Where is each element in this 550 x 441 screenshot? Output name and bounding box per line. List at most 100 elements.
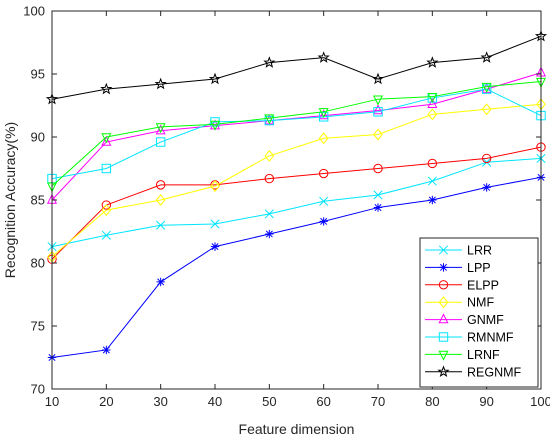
data-point-lrr [156, 220, 166, 230]
legend-marker-lpp [439, 263, 448, 272]
y-tick-label: 95 [31, 67, 45, 82]
legend-marker-rmnmf [438, 332, 449, 342]
data-point-nmf [264, 149, 275, 162]
data-point-regnmf [480, 51, 493, 63]
data-point-lpp [210, 242, 220, 251]
x-tick-label: 30 [153, 394, 167, 409]
data-point-nmf [373, 128, 383, 141]
data-point-lrr [319, 196, 329, 206]
data-point-elpp [373, 163, 383, 174]
series-layer [45, 29, 548, 362]
y-tick-label: 75 [31, 319, 45, 334]
data-point-lrnf [155, 123, 166, 134]
data-point-lpp [156, 277, 165, 287]
data-point-lrr [264, 209, 274, 219]
series-line-lrr [51, 157, 542, 248]
data-point-lpp [373, 203, 383, 212]
x-tick-label: 80 [425, 394, 439, 409]
legend-marker-nmf [438, 296, 449, 309]
data-point-lrnf [264, 114, 275, 125]
legend-marker-lrr [438, 245, 449, 255]
data-point-lrnf [318, 108, 329, 119]
data-point-lpp [265, 229, 274, 239]
axes-box [51, 10, 542, 390]
data-point-elpp [155, 180, 166, 190]
data-point-elpp [427, 158, 438, 169]
data-point-lrnf [209, 120, 221, 131]
data-point-lrnf [427, 92, 438, 103]
x-tick-label: 70 [371, 394, 385, 409]
data-point-regnmf [100, 82, 113, 95]
legend-marker-elpp [438, 280, 449, 290]
x-tick-label: 40 [208, 394, 222, 409]
data-point-rmnmf [264, 115, 275, 126]
series-line-gnmf [51, 72, 542, 201]
legend-box [419, 237, 539, 388]
x-tick-label: 100 [530, 394, 550, 409]
data-point-gnmf [101, 135, 112, 146]
y-tick-label: 90 [31, 130, 45, 145]
data-point-lrnf [372, 95, 384, 106]
legend-label-gnmf: GNMF [467, 313, 504, 327]
y-axis-label: Recognition Accuracy(%) [2, 122, 18, 278]
data-point-regnmf [426, 56, 439, 68]
series-line-rmnmf [51, 88, 542, 180]
data-point-lpp [482, 183, 491, 192]
data-point-nmf [210, 180, 220, 193]
data-point-gnmf [318, 109, 329, 120]
series-lrr [47, 153, 546, 252]
data-point-elpp [264, 173, 275, 184]
legend-label-regnmf: REGNMF [467, 365, 522, 379]
data-point-lrnf [481, 82, 492, 93]
x-tick-label: 90 [479, 394, 493, 409]
series-line-regnmf [51, 35, 542, 100]
data-point-elpp [318, 168, 329, 179]
data-point-regnmf [154, 77, 167, 90]
data-point-regnmf [317, 51, 330, 63]
legend-label-nmf: NMF [467, 296, 494, 310]
axes: 10 20 30 40 50 60 70 80 90 100 70 75 80 85 90 95 100 [23, 4, 550, 410]
data-point-lrr [210, 219, 220, 229]
data-point-nmf [318, 132, 329, 145]
series-elpp [47, 142, 546, 264]
data-point-gnmf [155, 124, 166, 135]
x-tick-label: 60 [316, 394, 330, 409]
data-point-lrnf [101, 133, 112, 144]
y-tick-label: 85 [31, 193, 45, 208]
data-point-rmnmf [318, 112, 329, 122]
data-point-nmf [481, 103, 492, 116]
y-tick-label: 80 [31, 256, 45, 271]
data-point-lrr [373, 190, 383, 200]
legend-label-lrr: LRR [467, 244, 492, 258]
data-point-nmf [427, 108, 438, 121]
data-point-regnmf [208, 72, 222, 85]
data-point-nmf [101, 204, 112, 217]
series-line-lrnf [51, 81, 542, 187]
legend: LRR LPP ELPP NMF GNMF RMNMF LRNF REGNMF [419, 237, 539, 388]
data-point-gnmf [427, 97, 438, 108]
data-point-rmnmf [481, 84, 492, 94]
data-point-regnmf [371, 72, 385, 85]
data-point-gnmf [372, 104, 384, 115]
legend-label-lrnf: LRNF [467, 348, 500, 362]
legend-marker-gnmf [438, 313, 449, 324]
series-lrnf [46, 77, 547, 193]
data-point-nmf [155, 194, 166, 206]
data-point-elpp [101, 200, 112, 210]
data-point-rmnmf [155, 137, 166, 147]
data-point-regnmf [263, 56, 276, 68]
data-point-lrr [427, 176, 437, 186]
legend-label-rmnmf: RMNMF [467, 331, 514, 345]
x-tick-label: 20 [99, 394, 113, 409]
data-point-elpp [481, 153, 492, 164]
series-regnmf [45, 29, 548, 105]
data-point-lpp [102, 345, 111, 355]
x-axis-label: Feature dimension [239, 421, 355, 437]
series-nmf [47, 98, 546, 263]
legend-marker-lrnf [438, 350, 449, 361]
legend-label-lpp: LPP [467, 261, 491, 275]
y-tick-label: 100 [23, 4, 45, 19]
y-tick-label: 70 [31, 382, 45, 397]
series-line-lpp [51, 176, 542, 358]
